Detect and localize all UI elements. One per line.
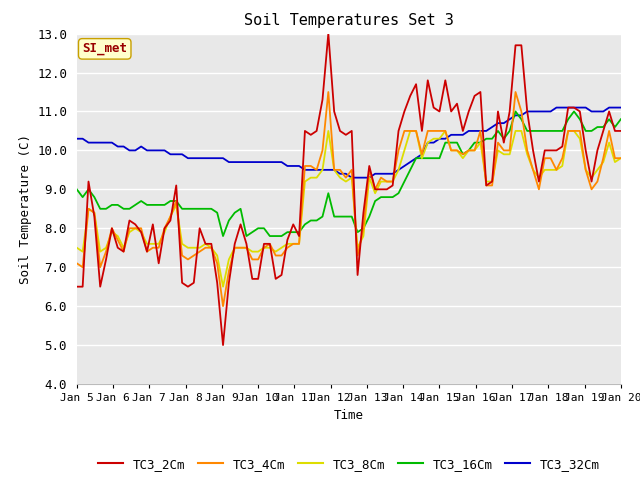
Title: Soil Temperatures Set 3: Soil Temperatures Set 3 [244,13,454,28]
Legend: TC3_2Cm, TC3_4Cm, TC3_8Cm, TC3_16Cm, TC3_32Cm: TC3_2Cm, TC3_4Cm, TC3_8Cm, TC3_16Cm, TC3… [93,453,605,476]
Text: SI_met: SI_met [82,42,127,55]
X-axis label: Time: Time [334,408,364,421]
Y-axis label: Soil Temperature (C): Soil Temperature (C) [19,134,31,284]
